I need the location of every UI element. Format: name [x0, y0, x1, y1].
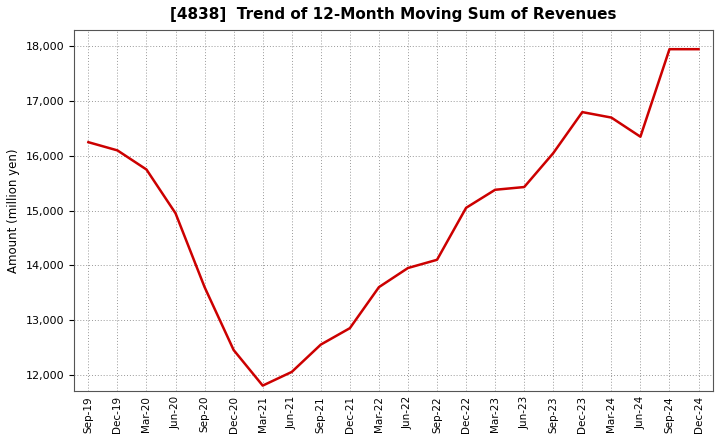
Title: [4838]  Trend of 12-Month Moving Sum of Revenues: [4838] Trend of 12-Month Moving Sum of R…	[170, 7, 617, 22]
Y-axis label: Amount (million yen): Amount (million yen)	[7, 148, 20, 273]
